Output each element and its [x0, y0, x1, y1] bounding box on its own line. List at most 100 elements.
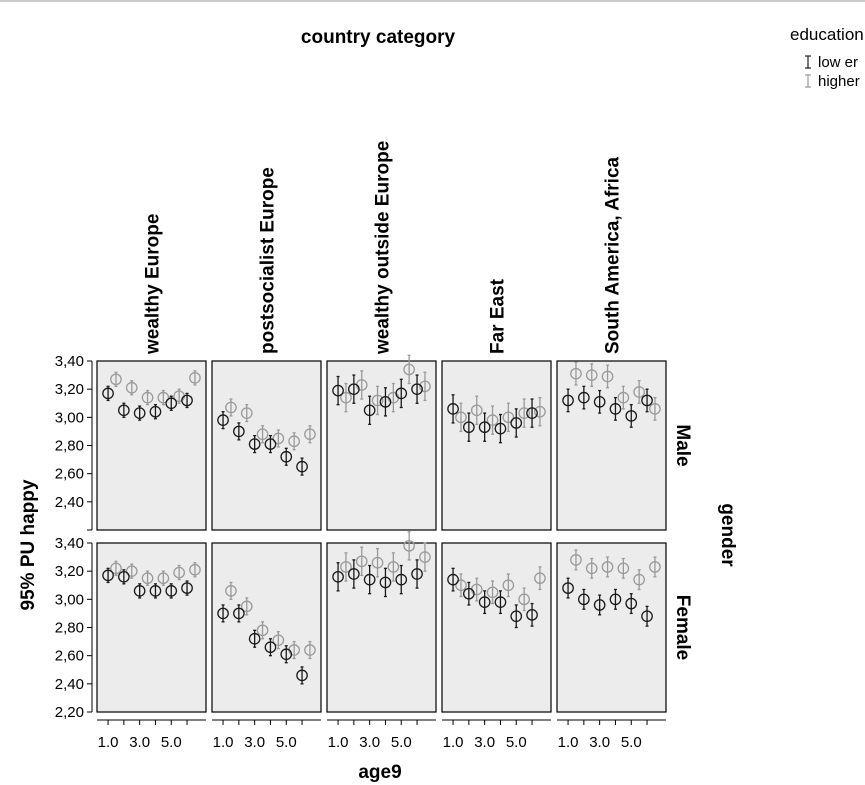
marker-lower	[165, 397, 178, 410]
column-header-postsocialist-europe: postsocialist Europe	[258, 167, 279, 354]
point-lower	[118, 402, 130, 418]
point-higher	[157, 389, 170, 406]
point-higher	[649, 556, 661, 578]
point-lower	[296, 666, 308, 685]
point-lower	[181, 580, 193, 596]
panel-frame	[96, 542, 207, 713]
y-tick-label: 2,80	[55, 438, 84, 455]
marker-higher	[419, 380, 431, 393]
point-lower	[248, 434, 261, 454]
marker-higher	[649, 403, 661, 415]
y-tick-label: 3,40	[55, 535, 84, 552]
point-higher	[470, 395, 483, 426]
legend-higher-label: higher	[818, 73, 860, 90]
marker-higher	[173, 566, 185, 579]
marker-lower	[641, 610, 653, 623]
x-tick-label: 5.0	[506, 734, 527, 751]
marker-higher	[110, 562, 122, 575]
point-higher	[173, 388, 185, 404]
marker-higher	[486, 586, 499, 599]
point-lower	[133, 583, 146, 599]
marker-higher	[502, 579, 515, 592]
y-tick-label: 3,00	[55, 409, 84, 426]
column-header-far-east: Far East	[488, 278, 509, 354]
marker-lower	[233, 607, 245, 620]
point-lower	[332, 375, 344, 406]
point-lower	[395, 378, 408, 409]
marker-lower	[395, 573, 408, 586]
y-tick-label: 3,00	[55, 591, 84, 608]
marker-higher	[340, 561, 352, 573]
point-lower	[217, 604, 229, 623]
point-higher	[141, 570, 154, 586]
marker-lower	[149, 585, 162, 597]
point-lower	[609, 396, 622, 421]
marker-lower	[118, 404, 130, 417]
panel-male-wealthy-europe	[96, 360, 207, 531]
marker-higher	[240, 600, 253, 613]
marker-lower	[102, 569, 114, 582]
marker-lower	[248, 632, 261, 645]
marker-lower	[332, 384, 344, 397]
legend-higher-icon	[805, 74, 811, 88]
point-higher	[110, 560, 122, 577]
point-lower	[526, 602, 538, 627]
point-higher	[240, 597, 253, 616]
marker-lower	[379, 395, 392, 408]
x-tick-label: 3.0	[474, 734, 495, 751]
marker-higher	[125, 565, 138, 578]
y-tick-label: 2,40	[55, 494, 84, 511]
point-lower	[264, 638, 277, 657]
marker-lower	[181, 394, 193, 407]
y-tick-label: 3,40	[55, 353, 84, 370]
panel-grid: wealthy Europe postsocialist Europe wealth…	[55, 141, 693, 751]
panel-frame	[441, 360, 552, 531]
marker-lower	[641, 394, 653, 407]
point-lower	[233, 604, 245, 623]
marker-higher	[355, 555, 368, 568]
marker-lower	[348, 383, 360, 396]
point-lower	[363, 564, 376, 595]
marker-higher	[371, 556, 384, 569]
x-tick-label: 5.0	[391, 734, 412, 751]
marker-lower	[609, 593, 622, 606]
point-higher	[225, 581, 237, 600]
point-higher	[256, 425, 269, 444]
point-lower	[217, 411, 229, 430]
marker-lower	[510, 610, 523, 623]
marker-higher	[633, 386, 645, 398]
point-lower	[562, 388, 574, 413]
point-higher	[189, 370, 201, 386]
marker-higher	[272, 432, 285, 445]
marker-lower	[395, 387, 408, 400]
point-lower	[526, 398, 538, 428]
point-lower	[118, 569, 130, 585]
y-tick-label: 2,80	[55, 620, 84, 637]
marker-lower	[593, 395, 606, 408]
point-lower	[165, 395, 178, 411]
marker-lower	[411, 568, 423, 580]
marker-higher	[518, 593, 530, 606]
marker-higher	[486, 414, 499, 426]
panel-frame	[556, 360, 667, 531]
marker-higher	[570, 367, 582, 380]
panel-frame	[96, 360, 207, 531]
y-tick-label: 2,40	[55, 676, 84, 693]
point-higher	[371, 547, 384, 578]
marker-higher	[649, 561, 661, 573]
marker-lower	[280, 450, 293, 463]
panel-male-south-america-africa	[556, 360, 667, 531]
marker-lower	[562, 582, 574, 594]
marker-higher	[387, 561, 400, 573]
marker-higher	[455, 411, 467, 424]
panel-female-far-east	[441, 542, 552, 713]
marker-lower	[562, 394, 574, 407]
point-higher	[649, 396, 661, 421]
point-higher	[570, 549, 582, 571]
marker-higher	[601, 561, 614, 573]
marker-lower	[296, 669, 308, 682]
marker-lower	[593, 599, 606, 611]
marker-lower	[217, 607, 229, 620]
point-higher	[272, 429, 285, 448]
